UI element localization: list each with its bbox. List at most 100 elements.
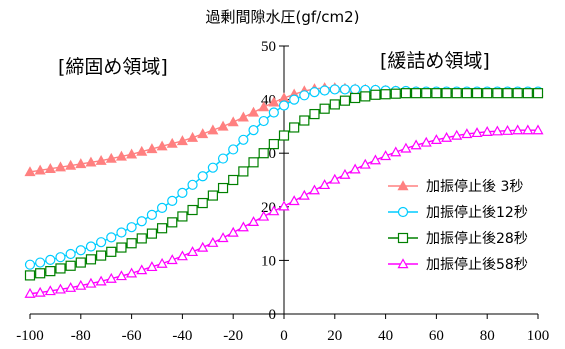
data-point: [197, 197, 208, 209]
data-point: [481, 126, 493, 136]
x-tick-label: 60: [429, 328, 444, 344]
data-point: [176, 135, 188, 146]
data-point: [146, 209, 158, 220]
left-zone-annotation: [締固め領域]: [58, 56, 168, 78]
data-point: [35, 257, 46, 268]
data-point: [75, 158, 87, 169]
x-tick-label: -80: [71, 328, 91, 344]
data-point: [177, 187, 188, 198]
legend-label: 加振停止後12秒: [426, 204, 528, 221]
data-point: [217, 182, 229, 194]
data-point: [248, 157, 259, 168]
data-point: [299, 90, 310, 101]
data-point: [217, 153, 229, 164]
x-tick-label: 40: [378, 328, 393, 344]
x-tick-label: -100: [16, 328, 44, 344]
data-point: [115, 270, 127, 281]
data-point: [55, 252, 66, 263]
data-point: [522, 88, 533, 99]
data-point: [96, 250, 107, 261]
data-point: [55, 263, 66, 274]
data-point: [116, 227, 127, 238]
data-point: [85, 277, 97, 288]
y-tick-label: 0: [269, 307, 277, 323]
data-point: [35, 268, 46, 279]
data-point: [238, 134, 249, 145]
right-zone-annotation: [緩詰め領域]: [380, 50, 490, 72]
legend-item: 加振停止後 3秒: [388, 178, 523, 195]
data-point: [136, 233, 147, 244]
data-point: [207, 124, 219, 135]
data-point: [248, 216, 260, 227]
x-tick-label: -40: [172, 328, 192, 344]
data-point: [136, 216, 147, 227]
data-point: [461, 88, 472, 99]
data-point: [471, 88, 483, 99]
data-point: [532, 88, 544, 99]
data-point: [421, 88, 432, 99]
x-tick-label: 80: [480, 328, 495, 344]
data-point: [197, 171, 208, 182]
data-point: [217, 120, 229, 131]
data-point: [502, 124, 514, 135]
data-point: [329, 84, 340, 95]
data-point: [197, 128, 209, 139]
data-point: [451, 88, 462, 99]
data-point: [441, 131, 453, 142]
data-point: [24, 166, 36, 177]
data-point: [350, 84, 361, 95]
legend-item: 加振停止後12秒: [388, 204, 528, 221]
y-tick-label: 10: [261, 253, 276, 269]
data-point: [45, 266, 56, 277]
data-point: [126, 267, 138, 278]
data-point: [258, 148, 269, 159]
x-tick-label: -20: [223, 328, 243, 344]
data-point: [207, 236, 219, 247]
y-tick-label: 50: [261, 39, 276, 55]
data-point: [207, 162, 218, 173]
data-point: [146, 228, 158, 239]
data-point: [75, 279, 87, 290]
data-point: [228, 174, 239, 186]
data-point: [177, 211, 188, 222]
series-3: [24, 88, 544, 281]
data-point: [54, 283, 66, 294]
data-point: [187, 246, 199, 257]
data-point: [441, 88, 452, 99]
data-point: [329, 99, 340, 110]
data-point: [319, 103, 330, 114]
data-point: [156, 202, 168, 213]
data-point: [430, 134, 442, 144]
data-point: [309, 108, 320, 120]
data-point: [288, 195, 300, 206]
data-point: [390, 146, 402, 157]
data-point: [54, 161, 66, 172]
legend-swatch-marker: [397, 180, 409, 191]
data-point: [278, 130, 290, 141]
data-point: [237, 111, 249, 122]
data-point: [166, 137, 178, 148]
data-point: [116, 242, 127, 253]
series-layer: [24, 82, 544, 298]
data-point: [126, 148, 138, 159]
data-point: [451, 129, 463, 140]
data-point: [146, 143, 158, 154]
data-point: [248, 125, 259, 136]
data-point: [65, 282, 77, 292]
data-point: [532, 124, 544, 135]
data-point: [278, 100, 290, 111]
legend-swatch-marker: [397, 206, 409, 218]
data-point: [207, 190, 218, 201]
data-point: [156, 140, 168, 151]
data-point: [308, 184, 320, 195]
data-point: [502, 88, 513, 99]
data-point: [65, 260, 76, 271]
legend-label: 加振停止後28秒: [426, 230, 528, 247]
data-point: [34, 164, 46, 175]
legend-label: 加振停止後58秒: [426, 256, 528, 273]
data-point: [106, 232, 117, 243]
data-point: [491, 125, 503, 136]
legend-swatch-marker: [397, 258, 409, 269]
data-point: [360, 91, 371, 102]
data-point: [24, 287, 36, 298]
